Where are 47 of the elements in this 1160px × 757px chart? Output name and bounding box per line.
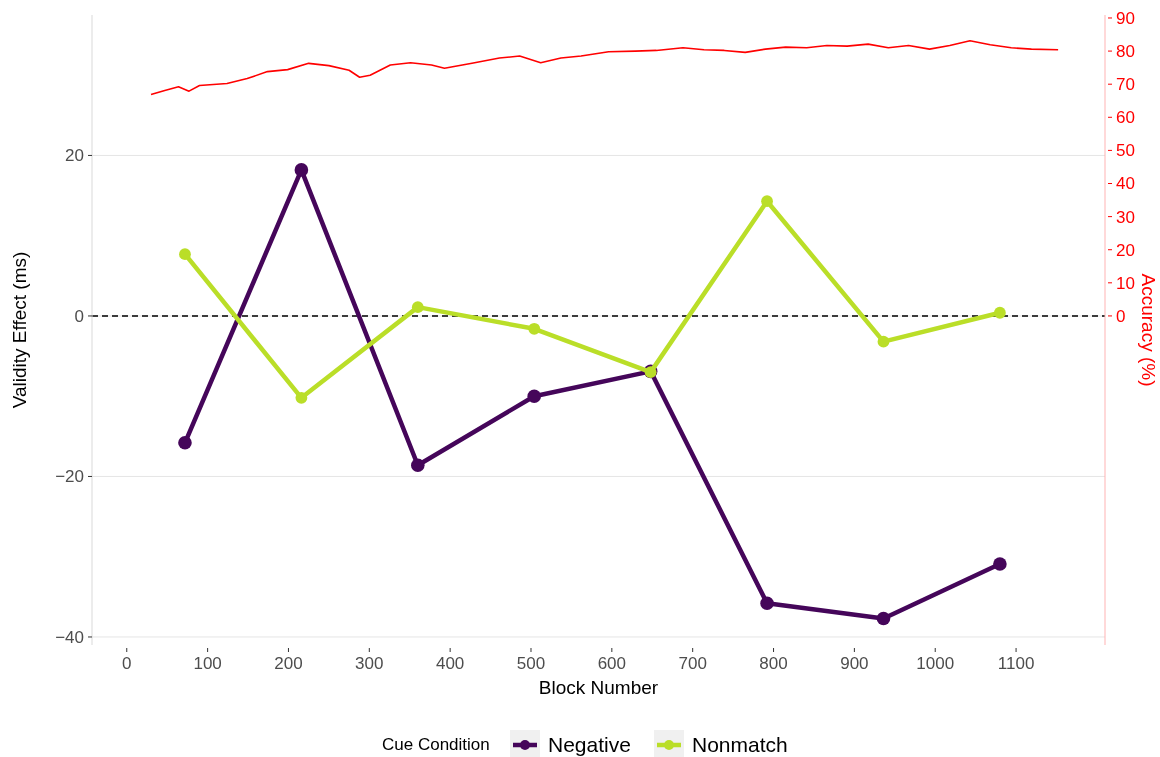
y2-tick-label: 10	[1116, 273, 1135, 293]
y2-tick-label: 0	[1116, 306, 1126, 326]
legend-label: Negative	[548, 733, 631, 756]
y-tick-label: −20	[55, 467, 84, 487]
x-tick-label: 400	[435, 654, 465, 673]
y2-axis-title: Accuracy (%)	[1138, 273, 1159, 387]
point	[993, 557, 1007, 571]
point	[761, 195, 773, 208]
line-series	[150, 40, 1059, 96]
x-tick-label: 100	[193, 654, 222, 673]
point	[527, 389, 542, 404]
point	[411, 301, 424, 314]
x-tick-label: 200	[274, 654, 303, 673]
point	[295, 391, 308, 404]
x-tick-label: 800	[759, 654, 788, 673]
point	[179, 248, 191, 261]
point	[294, 163, 309, 177]
x-tick-label: 0	[122, 654, 132, 673]
point	[994, 306, 1006, 319]
y2-tick-label: 30	[1116, 207, 1135, 227]
point	[877, 335, 890, 348]
y2-tick-label: 90	[1116, 8, 1135, 28]
y2-tick-label: 70	[1116, 75, 1135, 95]
y2-tick-label: 20	[1116, 240, 1135, 260]
y2-tick-label: 50	[1116, 141, 1135, 161]
x-tick-label: 300	[355, 654, 384, 673]
y-tick-label: 0	[74, 306, 84, 326]
x-tick-label: 600	[597, 654, 627, 673]
x-tick-label: 500	[516, 654, 546, 673]
x-axis-title: Block Number	[538, 677, 659, 698]
y-tick-label: −40	[55, 627, 84, 647]
point	[876, 611, 891, 626]
point	[411, 458, 425, 473]
y2-tick-label: 80	[1116, 42, 1135, 62]
y2-tick-label: 60	[1116, 108, 1135, 128]
point	[528, 322, 541, 335]
legend-title: Cue Condition	[382, 735, 490, 754]
y-tick-label: 20	[65, 146, 84, 166]
x-tick-label: 1100	[997, 654, 1035, 673]
x-tick-label: 1000	[916, 654, 955, 673]
point	[760, 596, 774, 611]
y-axis-title: Validity Effect (ms)	[9, 251, 30, 409]
x-tick-label: 900	[840, 654, 869, 673]
point	[178, 435, 192, 450]
y2-tick-label: 40	[1116, 174, 1135, 194]
x-tick-label: 700	[678, 654, 707, 673]
legend-label: Nonmatch	[692, 733, 788, 756]
